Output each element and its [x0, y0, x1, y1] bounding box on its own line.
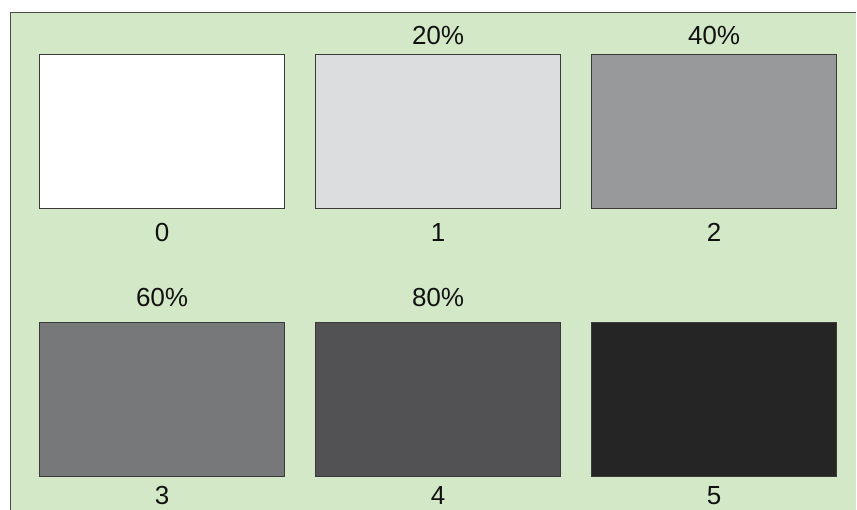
swatch-4 — [315, 322, 561, 477]
swatch-0-number-label: 0 — [154, 217, 170, 247]
swatch-3 — [39, 322, 285, 477]
swatch-0 — [39, 54, 285, 209]
swatch-1 — [315, 54, 561, 209]
swatch-5-number-label: 5 — [706, 480, 722, 510]
swatch-3-number-label: 3 — [154, 480, 170, 510]
swatch-5 — [591, 322, 837, 477]
swatch-3-percent-label: 60% — [135, 282, 189, 312]
swatch-1-number-label: 1 — [430, 217, 446, 247]
swatch-2-percent-label: 40% — [687, 20, 741, 50]
swatch-4-number-label: 4 — [430, 480, 446, 510]
swatch-1-percent-label: 20% — [411, 20, 465, 50]
swatch-4-percent-label: 80% — [411, 282, 465, 312]
swatch-2 — [591, 54, 837, 209]
swatch-2-number-label: 2 — [706, 217, 722, 247]
